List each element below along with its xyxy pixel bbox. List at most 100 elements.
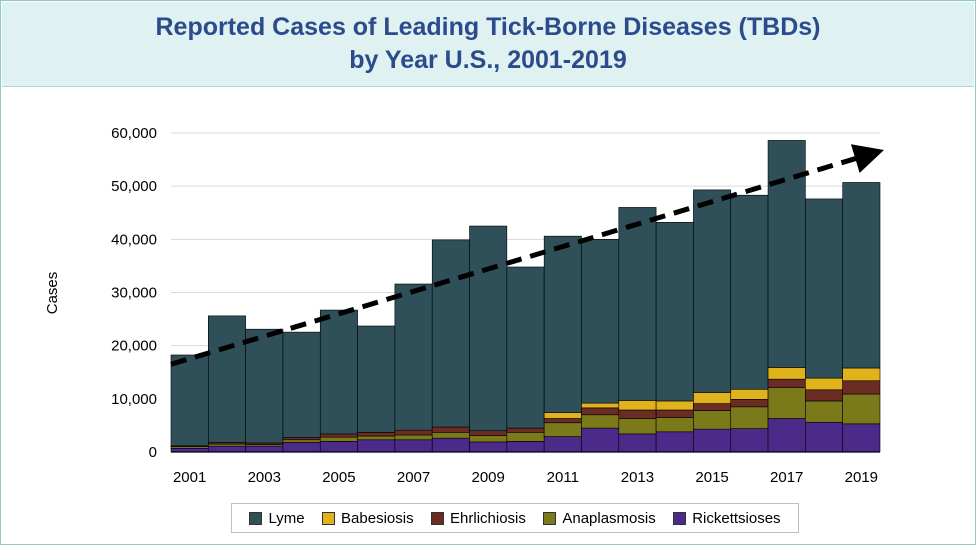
bar-segment-rickettsioses-2007 <box>394 439 433 453</box>
bar-segment-lyme-2011 <box>543 235 582 413</box>
bar-segment-anaplasmosis-2016 <box>730 406 769 429</box>
bar-segment-rickettsioses-2008 <box>431 437 470 453</box>
bar-segment-babesiosis-2017 <box>767 367 806 380</box>
bar-segment-lyme-2003 <box>245 328 284 444</box>
legend-swatch <box>673 511 687 525</box>
bar-segment-lyme-2005 <box>319 309 358 435</box>
bar-segment-rickettsioses-2010 <box>506 441 545 453</box>
bar-segment-lyme-2014 <box>655 222 694 402</box>
legend-item-ehrlichiosis: Ehrlichiosis <box>431 510 526 527</box>
bar-segment-anaplasmosis-2007 <box>394 434 433 441</box>
x-tick-label: 2013 <box>621 469 654 486</box>
y-tick-label: 30,000 <box>111 285 157 302</box>
bar-segment-rickettsioses-2012 <box>581 427 620 453</box>
bar-segment-rickettsioses-2017 <box>767 418 806 453</box>
bar-segment-lyme-2015 <box>693 189 732 393</box>
chart-legend: Lyme Babesiosis Ehrlichiosis Anaplasmosis Ri… <box>231 503 799 533</box>
bars <box>170 140 881 453</box>
bar-segment-ehrlichiosis-2012 <box>581 407 620 416</box>
bar-segment-ehrlichiosis-2014 <box>655 409 694 418</box>
bar-segment-anaplasmosis-2006 <box>357 435 396 441</box>
bar-segment-lyme-2009 <box>469 225 508 432</box>
axes: 0 10,000 20,000 30,000 40,000 50,000 60,000 200… <box>111 125 880 486</box>
bar-segment-ehrlichiosis-2013 <box>618 409 657 419</box>
bar-segment-ehrlichiosis-2017 <box>767 378 806 388</box>
y-tick-label: 0 <box>149 444 157 461</box>
bar-segment-ehrlichiosis-2011 <box>543 418 582 424</box>
x-tick-label: 2003 <box>248 469 281 486</box>
chart-title-line-1: Reported Cases of Leading Tick-Borne Dis… <box>155 13 821 41</box>
bar-segment-lyme-2010 <box>506 266 545 429</box>
bar-segment-lyme-2018 <box>805 198 843 379</box>
bar-segment-rickettsioses-2014 <box>655 431 694 453</box>
bar-segment-lyme-2017 <box>767 140 806 368</box>
bar-segment-babesiosis-2016 <box>730 388 769 400</box>
bar-segment-anaplasmosis-2015 <box>693 410 732 430</box>
chart-title-line-2: by Year U.S., 2001-2019 <box>349 46 627 74</box>
x-tick-label: 2009 <box>471 469 504 486</box>
bar-segment-lyme-2016 <box>730 194 769 390</box>
x-tick-label: 2007 <box>397 469 430 486</box>
bar-segment-anaplasmosis-2010 <box>506 432 545 442</box>
bar-segment-ehrlichiosis-2010 <box>506 427 545 433</box>
legend-item-anaplasmosis: Anaplasmosis <box>543 510 656 527</box>
legend-swatch <box>322 511 336 525</box>
bar-segment-ehrlichiosis-2006 <box>357 432 396 437</box>
legend-label: Ehrlichiosis <box>450 509 526 527</box>
bar-segment-ehrlichiosis-2007 <box>394 429 433 436</box>
title-band: Reported Cases of Leading Tick-Borne Dis… <box>2 2 974 87</box>
bar-segment-lyme-2001 <box>170 354 209 447</box>
legend-item-lyme: Lyme <box>249 509 305 527</box>
x-tick-label: 2001 <box>173 469 206 486</box>
bar-segment-ehrlichiosis-2008 <box>431 426 470 433</box>
bar-segment-rickettsioses-2019 <box>842 423 881 453</box>
x-tick-label: 2019 <box>845 469 878 486</box>
x-tick-label: 2011 <box>547 469 579 486</box>
bar-segment-lyme-2004 <box>282 331 321 438</box>
x-tick-label: 2015 <box>695 469 728 486</box>
bar-segment-anaplasmosis-2012 <box>581 414 620 429</box>
bar-segment-lyme-2008 <box>431 239 470 428</box>
legend-item-rickettsioses: Rickettsioses <box>673 510 781 527</box>
bar-segment-babesiosis-2018 <box>805 377 843 391</box>
x-tick-label: 2005 <box>322 469 355 486</box>
bar-segment-rickettsioses-2005 <box>319 441 358 453</box>
bar-segment-anaplasmosis-2013 <box>618 418 657 435</box>
bar-segment-babesiosis-2013 <box>618 400 657 411</box>
bar-segment-rickettsioses-2013 <box>618 433 657 453</box>
bar-segment-anaplasmosis-2005 <box>319 436 358 442</box>
bar-segment-rickettsioses-2009 <box>469 441 508 453</box>
bar-segment-ehrlichiosis-2005 <box>319 433 358 438</box>
bar-segment-ehrlichiosis-2019 <box>842 380 881 395</box>
legend-item-babesiosis: Babesiosis <box>322 510 414 527</box>
bar-segment-ehrlichiosis-2018 <box>805 389 843 402</box>
bar-segment-anaplasmosis-2004 <box>282 439 321 443</box>
bar-segment-anaplasmosis-2008 <box>431 432 470 439</box>
bar-segment-lyme-2012 <box>581 239 620 404</box>
trend-arrow <box>170 144 884 367</box>
bar-segment-rickettsioses-2015 <box>693 428 732 453</box>
bar-segment-anaplasmosis-2018 <box>805 400 843 423</box>
bar-segment-rickettsioses-2011 <box>543 436 582 453</box>
bar-segment-ehrlichiosis-2009 <box>469 430 508 436</box>
bar-segment-rickettsioses-2018 <box>805 421 843 453</box>
bar-segment-rickettsioses-2006 <box>357 439 396 453</box>
bar-segment-anaplasmosis-2009 <box>469 435 508 443</box>
bar-segment-babesiosis-2012 <box>581 402 620 409</box>
bar-segment-anaplasmosis-2014 <box>655 417 694 433</box>
y-tick-label: 10,000 <box>111 391 157 408</box>
y-tick-label: 60,000 <box>111 125 157 142</box>
legend-swatch <box>249 511 263 525</box>
bar-segment-rickettsioses-2004 <box>282 442 321 453</box>
legend-swatch <box>431 511 445 525</box>
bar-segment-rickettsioses-2003 <box>245 445 284 453</box>
legend-label: Lyme <box>268 509 305 527</box>
bar-segment-anaplasmosis-2019 <box>842 393 881 425</box>
y-tick-label: 40,000 <box>111 231 157 248</box>
y-axis-label: Cases <box>44 272 61 315</box>
x-tick-label: 2017 <box>770 469 803 486</box>
bar-segment-lyme-2007 <box>394 283 433 431</box>
bar-segment-lyme-2006 <box>357 325 396 433</box>
bar-segment-ehrlichiosis-2004 <box>282 437 321 441</box>
bar-segment-babesiosis-2015 <box>693 392 732 404</box>
